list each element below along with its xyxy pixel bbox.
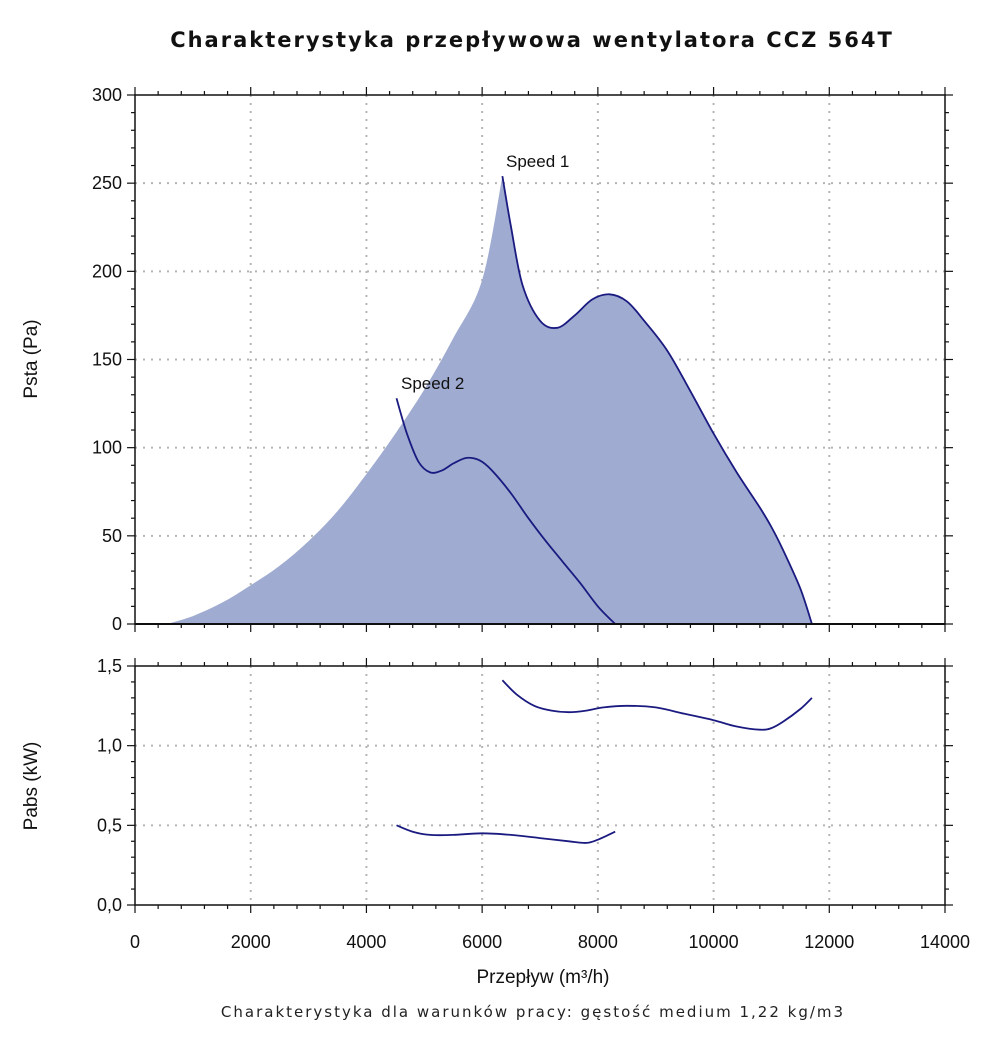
power-curve-speed-2 [396,824,616,844]
power-y-axis-title: Pabs (kW) [21,742,42,831]
y-tick-label: 0,5 [97,815,122,835]
y-tick-label: 300 [92,85,122,105]
x-tick-label: 6000 [462,932,502,952]
power-axis-ticks: 0,0 0,5 1,0 1,5 0 2000 4000 6000 8000 10000 12000 1… [97,656,970,952]
y-tick-label: 200 [92,261,122,281]
x-tick-label: 12000 [804,932,854,952]
y-tick-label: 1,0 [97,736,122,756]
x-tick-label: 4000 [346,932,386,952]
power-curve-speed-1 [501,679,813,731]
x-tick-label: 8000 [578,932,618,952]
pressure-curves [395,175,813,625]
pressure-y-axis-title: Psta (Pa) [21,319,42,398]
operating-conditions-note: Charakterystyka dla warunków pracy: gęst… [221,1003,845,1021]
x-tick-label: 10000 [689,932,739,952]
power-panel: 0,0 0,5 1,0 1,5 0 2000 4000 6000 8000 10000 12000 1… [21,656,970,952]
y-tick-label: 100 [92,438,122,458]
x-tick-label: 0 [130,932,140,952]
y-tick-label: 150 [92,350,122,370]
y-tick-label: 1,5 [97,656,122,676]
x-tick-label: 14000 [920,932,970,952]
x-tick-label: 2000 [231,932,271,952]
power-grid [135,666,945,905]
y-tick-label: 0,0 [97,895,122,915]
pressure-plot-frame [134,94,946,625]
operating-envelope-area [166,176,812,624]
speed-2-label: Speed 2 [401,374,464,393]
x-axis-title: Przepływ (m³/h) [476,967,609,988]
pressure-panel: 0 50 100 150 200 250 300 Speed 1 Speed 2 Psta … [21,85,953,634]
y-tick-label: 0 [112,614,122,634]
pressure-curve-speed-2 [395,398,616,625]
power-curves [396,679,813,844]
power-plot-frame [134,665,946,906]
y-tick-label: 250 [92,173,122,193]
pressure-curve-speed-1 [501,175,813,625]
y-tick-label: 50 [102,526,122,546]
speed-1-label: Speed 1 [506,152,569,171]
chart-title: Charakterystyka przepływowa wentylatora … [170,28,894,52]
